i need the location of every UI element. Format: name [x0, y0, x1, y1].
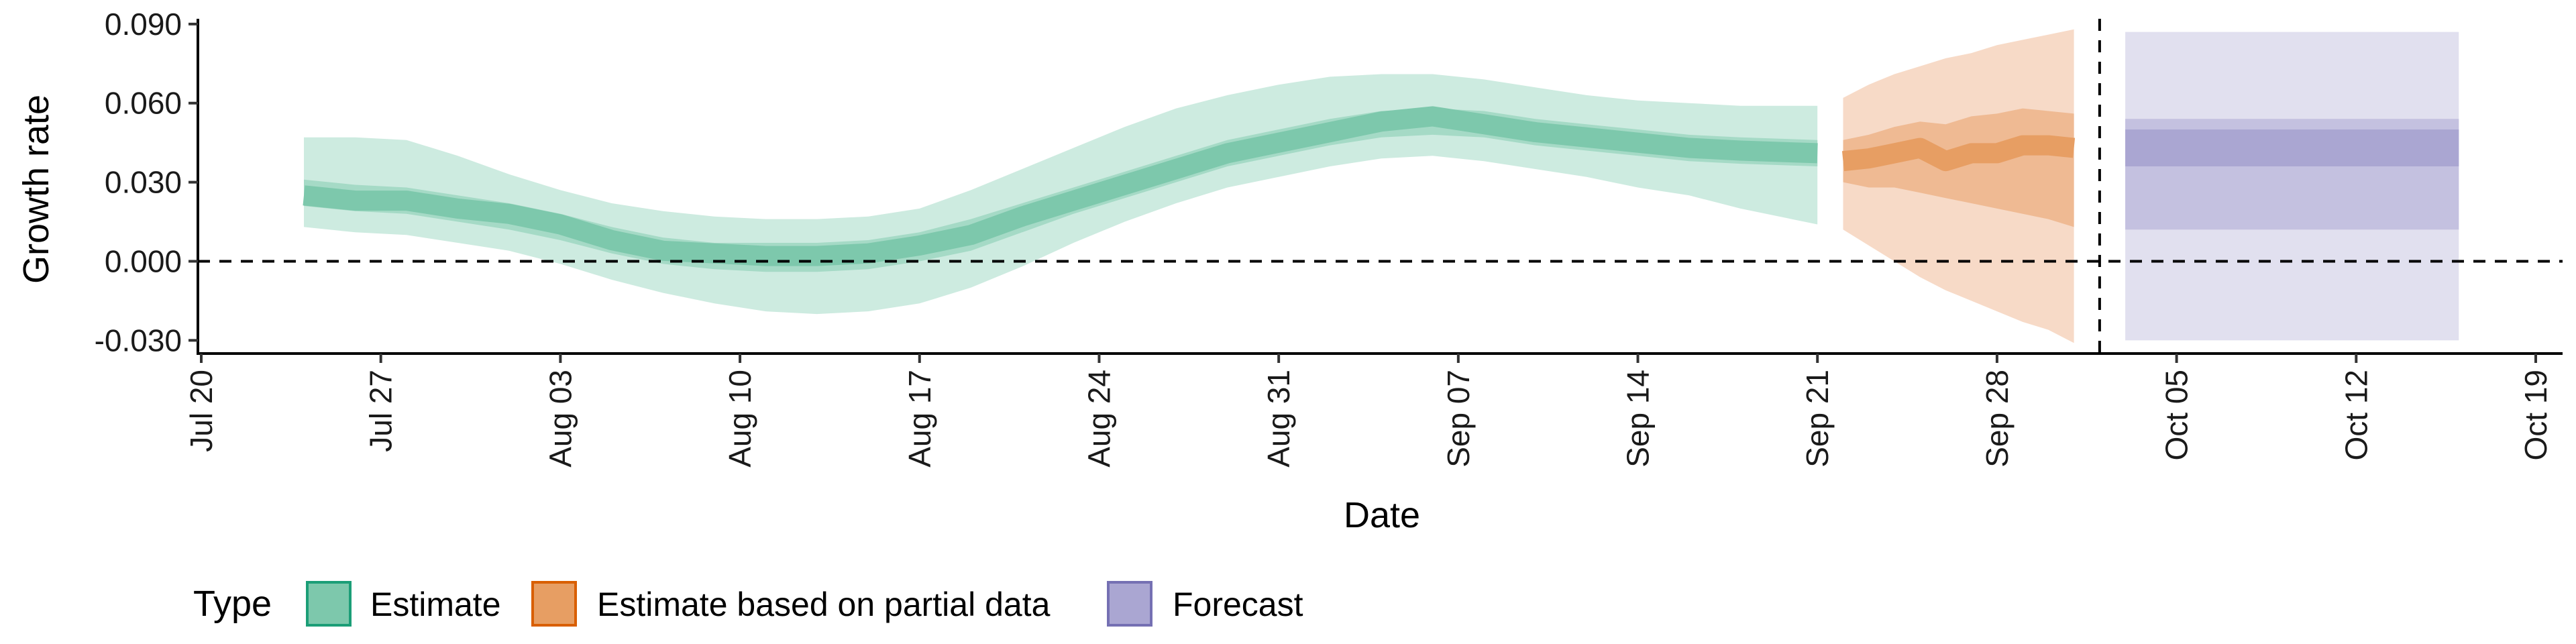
legend-key-estimate	[306, 581, 352, 627]
partial-median-line	[1841, 135, 2076, 172]
axes	[197, 19, 2563, 355]
x-axis-title: Date	[1344, 495, 1420, 535]
legend-key-forecast	[1107, 581, 1152, 627]
median-line-layer	[303, 106, 2076, 266]
x-tick-label: Aug 03	[543, 370, 578, 468]
x-axis-ticks: Jul 20 Jul 27 Aug 03 Aug 10 Aug 17 Aug 24 Aug …	[184, 354, 2553, 468]
x-tick-label: Aug 24	[1081, 370, 1116, 468]
legend-label-partial: Estimate based on partial data	[597, 586, 1051, 623]
x-tick-label: Jul 20	[184, 370, 219, 452]
x-tick-label: Oct 05	[2159, 370, 2194, 461]
estimate-median-line	[303, 106, 1818, 266]
legend-key-partial	[531, 581, 577, 627]
legend-title: Type	[193, 584, 272, 624]
x-tick-label: Oct 12	[2339, 370, 2373, 461]
x-tick-label: Oct 19	[2518, 370, 2553, 461]
x-tick-label: Sep 21	[1800, 370, 1835, 468]
y-axis-title: Growth rate	[16, 95, 56, 284]
y-tick-label: 0.030	[105, 165, 182, 200]
x-tick-label: Aug 10	[722, 370, 757, 468]
forecast-band-20	[2125, 129, 2459, 166]
legend-label-forecast: Forecast	[1173, 586, 1303, 623]
x-tick-label: Sep 14	[1621, 370, 1656, 468]
reference-lines	[198, 19, 2563, 354]
y-tick-label: 0.090	[105, 7, 182, 42]
x-tick-label: Jul 27	[364, 370, 398, 452]
legend: Type Estimate Estimate based on partial …	[193, 581, 1303, 627]
ribbon-layer	[304, 29, 2459, 343]
x-tick-label: Aug 17	[902, 370, 937, 468]
legend-label-estimate: Estimate	[370, 586, 501, 623]
y-axis-ticks: -0.030 0.000 0.030 0.060 0.090	[95, 7, 198, 358]
y-tick-label: 0.060	[105, 86, 182, 121]
x-tick-label: Aug 31	[1261, 370, 1296, 468]
y-tick-label: 0.000	[105, 244, 182, 278]
y-tick-label: -0.030	[95, 323, 182, 358]
x-tick-label: Sep 28	[1980, 370, 2015, 468]
x-tick-label: Sep 07	[1441, 370, 1476, 468]
